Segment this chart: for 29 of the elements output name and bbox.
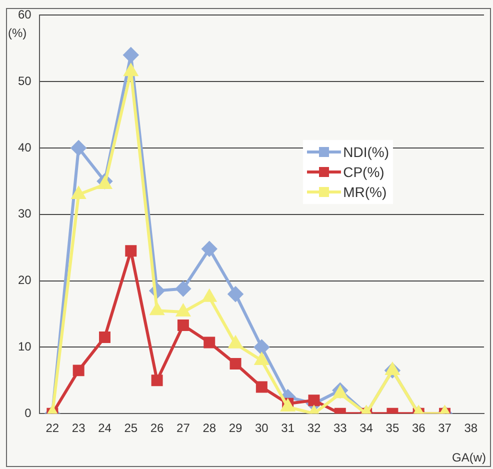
y-tick-label: 50 (18, 74, 32, 88)
x-tick-label: 36 (412, 421, 426, 436)
x-tick-label: 33 (333, 421, 348, 436)
x-tick-label: 32 (307, 421, 321, 436)
x-tick-label: 25 (124, 421, 138, 436)
y-tick-label: 30 (18, 206, 32, 221)
y-tick-label: 0 (24, 406, 32, 420)
x-tick-label: 35 (386, 421, 400, 436)
y-tick-label: 10 (18, 340, 32, 354)
x-tick-label: 24 (98, 421, 112, 436)
x-tick-label: 30 (254, 421, 269, 436)
x-tick-label: 38 (464, 421, 478, 436)
y-tick-label: 40 (18, 140, 32, 154)
x-tick-label: 22 (46, 421, 60, 436)
y-tick-label: 60 (18, 8, 32, 22)
x-axis-title: GA(w) (452, 450, 486, 465)
x-tick-label: 31 (281, 421, 295, 436)
y-axis-title: (%) (8, 26, 27, 40)
legend-label: NDI(%) (343, 144, 389, 160)
y-tick-label: 20 (18, 273, 32, 288)
legend-label: MR(%) (343, 184, 387, 200)
x-tick-label: 23 (72, 421, 86, 436)
x-tick-label: 26 (150, 421, 164, 436)
legend-label: CP(%) (343, 164, 384, 180)
x-tick-label: 29 (228, 421, 243, 436)
x-tick-label: 37 (438, 421, 452, 436)
x-tick-label: 28 (202, 421, 216, 436)
x-tick-label: 27 (176, 421, 190, 436)
x-tick-label: 34 (360, 421, 374, 436)
